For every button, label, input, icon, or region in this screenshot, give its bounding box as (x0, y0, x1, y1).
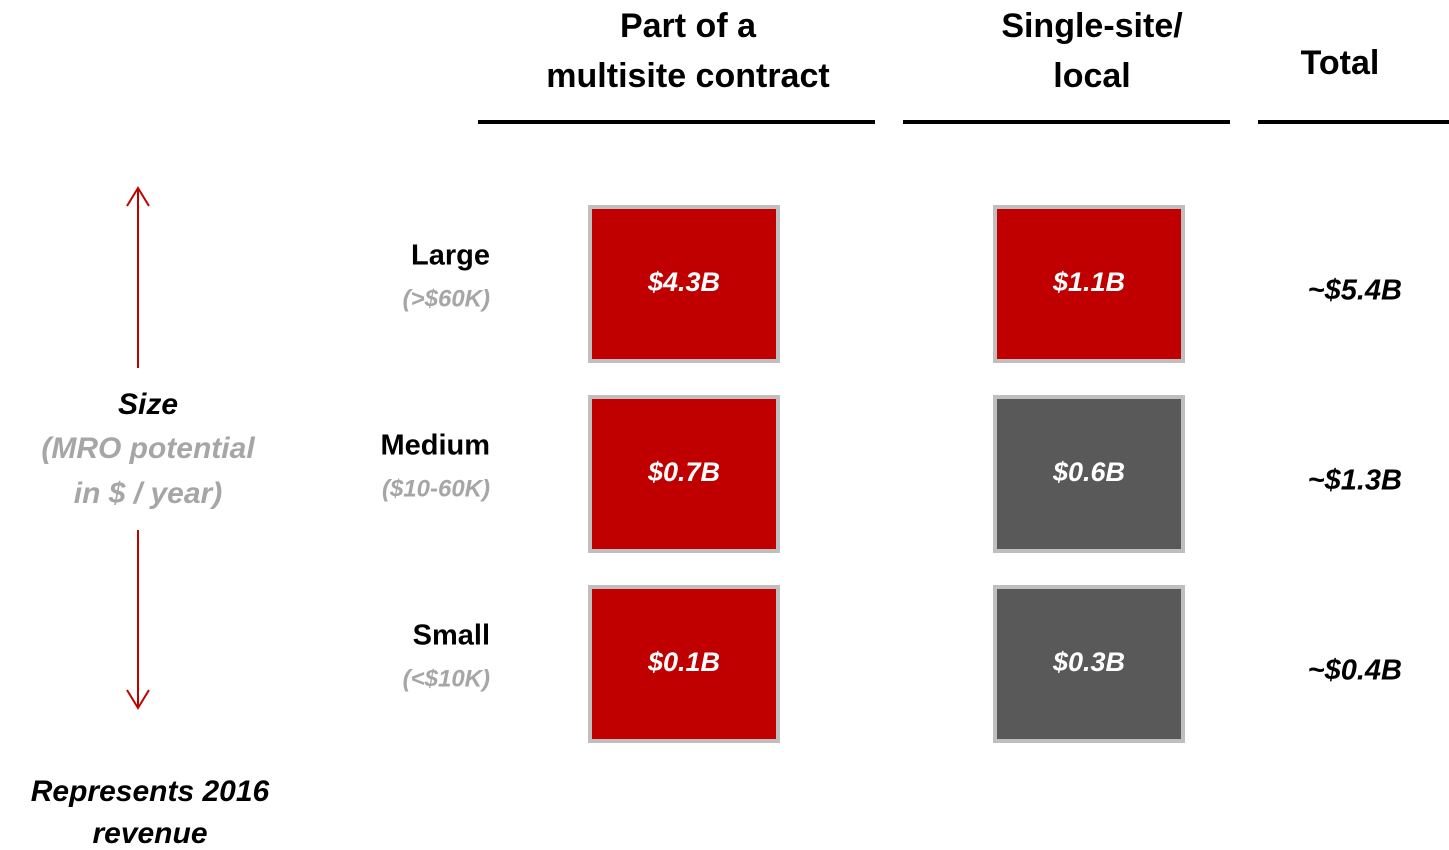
row-total: ~$1.3B (1308, 465, 1402, 497)
row-label: Small (413, 620, 490, 652)
axis-subtitle: in $ / year) (74, 477, 222, 510)
cell-value: $0.7B (647, 457, 720, 487)
cell-value: $0.1B (647, 647, 720, 677)
cell-box (993, 205, 1185, 363)
row-sublabel: (<$10K) (403, 665, 490, 692)
column-header: Part of a (620, 7, 757, 45)
cell-box (588, 395, 780, 553)
column-header: Single-site/ (1001, 7, 1183, 45)
row-label: Medium (380, 430, 490, 462)
cell-value: $0.6B (1052, 457, 1125, 487)
footnote: revenue (92, 817, 207, 850)
footnote: Represents 2016 (31, 775, 270, 808)
row-total: ~$0.4B (1308, 655, 1402, 687)
cell-box (993, 585, 1185, 743)
axis-subtitle: (MRO potential (41, 432, 255, 465)
cell-value: $1.1B (1052, 267, 1125, 297)
column-header: local (1053, 57, 1130, 95)
arrow-head (126, 186, 150, 207)
cell-value: $0.3B (1052, 647, 1125, 677)
row-total: ~$5.4B (1308, 275, 1402, 307)
column-header: Total (1301, 44, 1380, 82)
cell-value: $4.3B (647, 267, 720, 297)
column-header: multisite contract (546, 57, 829, 95)
arrow-head (126, 689, 150, 710)
row-sublabel: (>$60K) (403, 285, 490, 312)
cell-box (588, 205, 780, 363)
cell-box (588, 585, 780, 743)
row-label: Large (411, 240, 490, 272)
row-sublabel: ($10-60K) (382, 475, 490, 502)
cell-box (993, 395, 1185, 553)
axis-title: Size (118, 388, 178, 421)
